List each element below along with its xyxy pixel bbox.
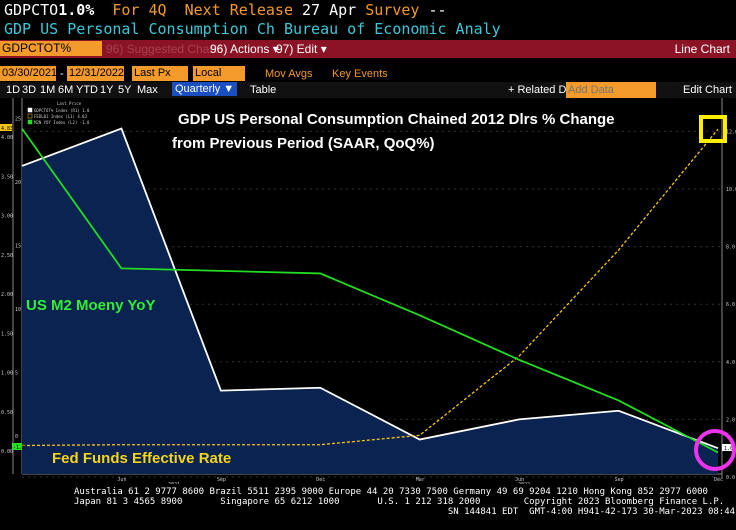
- header-line: GDPCTO1.0% For 4Q Next Release 27 Apr Su…: [4, 1, 447, 19]
- chart-type-label[interactable]: Line Chart: [674, 42, 730, 56]
- x-tick: Jun: [117, 477, 126, 483]
- range-ytd[interactable]: YTD: [76, 84, 98, 96]
- left-inner-tick: 5: [15, 371, 18, 377]
- footer-line: SN 144841 EDT GMT-4:00 H941-42-173 30-Ma…: [74, 507, 736, 517]
- release-date: 27 Apr: [302, 1, 357, 19]
- gdp-badge: [722, 444, 734, 451]
- range-max[interactable]: Max: [137, 84, 158, 96]
- left-outer-tick: 2.00: [1, 292, 13, 298]
- x-tick: Sep: [615, 477, 624, 483]
- add-data-input[interactable]: [566, 82, 656, 99]
- legend-entry: GDPCTOT% Index (R1) 1.0: [34, 108, 90, 113]
- left-inner-tick: 25: [15, 117, 21, 123]
- legend-entry: M2N YOY Index (L2) -1.8: [34, 120, 90, 125]
- right-axis-tick: 4.0: [726, 360, 735, 366]
- series-line-0: [21, 127, 719, 450]
- right-axis-tick: 8.0: [726, 245, 735, 251]
- legend-swatch: [27, 107, 33, 113]
- range-6m[interactable]: 6M: [58, 84, 74, 96]
- line-chart: 0.02.04.06.08.010.012.00.000.501.001.502…: [0, 98, 736, 484]
- range-3d[interactable]: 3D: [22, 84, 37, 96]
- series-line-1: [21, 128, 719, 447]
- price-select[interactable]: Last Px: [132, 66, 188, 81]
- actions-menu[interactable]: 96) Actions ▾: [210, 42, 279, 56]
- x-tick: Mar: [416, 477, 425, 483]
- highlight-circle: [694, 429, 736, 471]
- left-inner-tick: 15: [15, 244, 21, 250]
- security-description: GDP US Personal Consumption Ch Bureau of…: [4, 20, 501, 38]
- x-tick: Dec: [316, 477, 325, 483]
- right-axis-tick: 2.0: [726, 417, 735, 423]
- m2-badge: [12, 443, 22, 450]
- right-axis-tick: 10.0: [726, 187, 736, 193]
- table-button[interactable]: Table: [250, 84, 277, 96]
- x-year-label: 2021: [168, 482, 180, 484]
- range-5y[interactable]: 5Y: [118, 84, 132, 96]
- x-tick: Jun: [515, 477, 524, 483]
- right-axis-tick: 0.0: [726, 475, 735, 481]
- mov-avgs-toggle[interactable]: Mov Avgs: [265, 68, 313, 80]
- last-value: 1.0%: [58, 1, 95, 19]
- footer-line: Australia 61 2 9777 8600 Brazil 5511 239…: [74, 487, 708, 497]
- currency-select[interactable]: Local CCY: [193, 66, 245, 94]
- left-inner-tick: 20: [15, 180, 21, 186]
- controls-bar: 03/30/2021 - 12/31/2022 Last Px Local CC…: [0, 66, 388, 94]
- security-field[interactable]: GDPCTOT% Index: [0, 41, 102, 70]
- series-line-2: [21, 128, 719, 454]
- m2-annotation: US M2 Moeny YoY: [26, 297, 155, 314]
- key-events-toggle[interactable]: Key Events: [332, 68, 388, 80]
- left-inner-tick: 10: [15, 307, 21, 313]
- left-outer-tick: 1.50: [1, 331, 13, 337]
- footer-line: Japan 81 3 4565 8900 Singapore 65 6212 1…: [74, 497, 725, 507]
- fed-funds-last: 4.83: [1, 126, 13, 132]
- period: For 4Q: [112, 1, 167, 19]
- next-release-label: Next Release: [184, 1, 293, 19]
- gdp-last: 1.0: [724, 446, 733, 452]
- legend-swatch: [27, 119, 33, 125]
- start-date-input[interactable]: 03/30/2021: [0, 66, 58, 81]
- range-1d[interactable]: 1D: [6, 84, 21, 96]
- right-axis-tick: 12.0: [726, 129, 736, 135]
- left-outer-tick: 3.00: [1, 214, 13, 220]
- footer: Australia 61 2 9777 8600 Brazil 5511 239…: [74, 487, 736, 517]
- suggested-charts-button[interactable]: 96) Suggested Charts: [106, 42, 223, 56]
- m2-last: -1.8: [13, 445, 25, 451]
- range-bar: 1D 3D 1M 6M YTD 1Y 5Y Max Quarterly ▼ Table + R…: [0, 82, 736, 99]
- chart-title: GDP US Personal Consumption Chained 2012…: [178, 111, 615, 128]
- toolbar: GDPCTOT% Index 96) Suggested Charts 96) …: [0, 40, 736, 70]
- x-tick: Sep: [217, 477, 226, 483]
- related-data-button[interactable]: + Related Dat: [508, 84, 576, 96]
- frequency-select[interactable]: Quarterly ▼: [172, 82, 238, 96]
- edit-menu[interactable]: 97) Edit ▾: [276, 42, 327, 56]
- legend-entry: FEDL01 Index (L1) 4.83: [34, 114, 88, 119]
- range-1y[interactable]: 1Y: [100, 84, 114, 96]
- survey-value: --: [428, 1, 447, 19]
- x-year-label: 2022: [518, 482, 530, 484]
- highlight-box: [699, 115, 727, 143]
- fed-funds-annotation: Fed Funds Effective Rate: [52, 450, 231, 467]
- legend-swatch: [27, 113, 33, 119]
- left-outer-tick: 3.50: [1, 174, 13, 180]
- right-axis-tick: 6.0: [726, 302, 735, 308]
- left-outer-tick: 4.00: [1, 135, 13, 141]
- end-date-input[interactable]: 12/31/2022: [67, 66, 125, 81]
- survey-label: Survey: [365, 1, 420, 19]
- chart-title: from Previous Period (SAAR, QoQ%): [172, 135, 435, 152]
- range-1m[interactable]: 1M: [40, 84, 56, 96]
- left-inner-tick: 0: [15, 434, 18, 440]
- left-outer-tick: 0.50: [1, 410, 13, 416]
- x-tick: Dec: [714, 477, 723, 483]
- left-outer-tick: 1.00: [1, 371, 13, 377]
- edit-chart-button[interactable]: Edit Chart: [683, 84, 732, 96]
- legend-title: Last Price: [57, 101, 82, 106]
- series-area: [22, 128, 718, 474]
- left-outer-tick: 0.00: [1, 449, 13, 455]
- ticker: GDPCTO: [4, 1, 59, 19]
- fed-funds-badge: [0, 124, 12, 131]
- left-outer-tick: 2.50: [1, 253, 13, 259]
